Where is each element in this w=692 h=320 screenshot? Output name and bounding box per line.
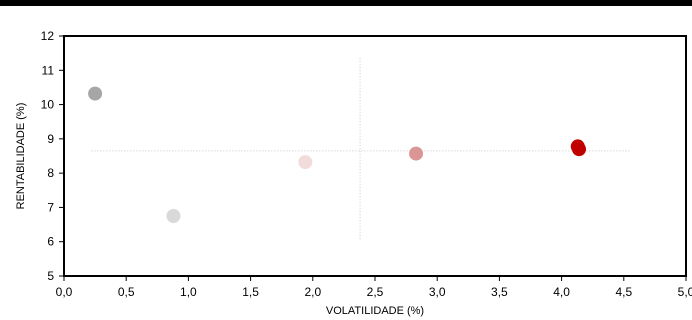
x-tick-label: 4,0 [553, 285, 570, 299]
x-tick-label: 5,0 [678, 285, 692, 299]
x-axis-ticks: 0,0 0,5 1,0 1,5 2,0 2,5 3,0 3,5 4,0 4,5 5,0 [56, 276, 692, 299]
y-tick-label: 11 [42, 63, 55, 77]
y-tick-label: 9 [47, 132, 54, 146]
x-axis-title: VOLATILIDADE (%) [326, 305, 424, 317]
y-axis-title: RENTABILIDADE (%) [15, 103, 27, 210]
x-tick-label: 1,0 [180, 285, 197, 299]
data-points [88, 86, 587, 223]
x-tick-label: 3,5 [491, 285, 508, 299]
data-point-2 [166, 209, 181, 223]
top-rule [0, 0, 692, 6]
x-tick-label: 3,0 [429, 285, 446, 299]
x-tick-label: 0,5 [118, 285, 135, 299]
y-axis-ticks: 5 6 7 8 9 10 11 12 [41, 29, 64, 283]
x-tick-label: 2,0 [304, 285, 321, 299]
y-tick-label: 10 [41, 98, 55, 112]
data-point-3 [298, 155, 313, 170]
data-point-1 [88, 86, 103, 101]
x-tick-label: 1,5 [242, 285, 259, 299]
x-tick-label: 0,0 [56, 285, 73, 299]
x-tick-label: 4,5 [615, 285, 632, 299]
data-point-4 [409, 146, 424, 161]
y-tick-label: 5 [47, 269, 54, 283]
y-tick-label: 6 [47, 235, 54, 249]
data-point-6 [572, 142, 587, 157]
x-tick-label: 2,5 [367, 285, 384, 299]
reference-lines [91, 58, 631, 240]
y-tick-label: 12 [41, 29, 55, 43]
y-tick-label: 8 [47, 166, 54, 180]
plot-area-frame [63, 35, 687, 277]
y-tick-label: 7 [47, 200, 54, 214]
